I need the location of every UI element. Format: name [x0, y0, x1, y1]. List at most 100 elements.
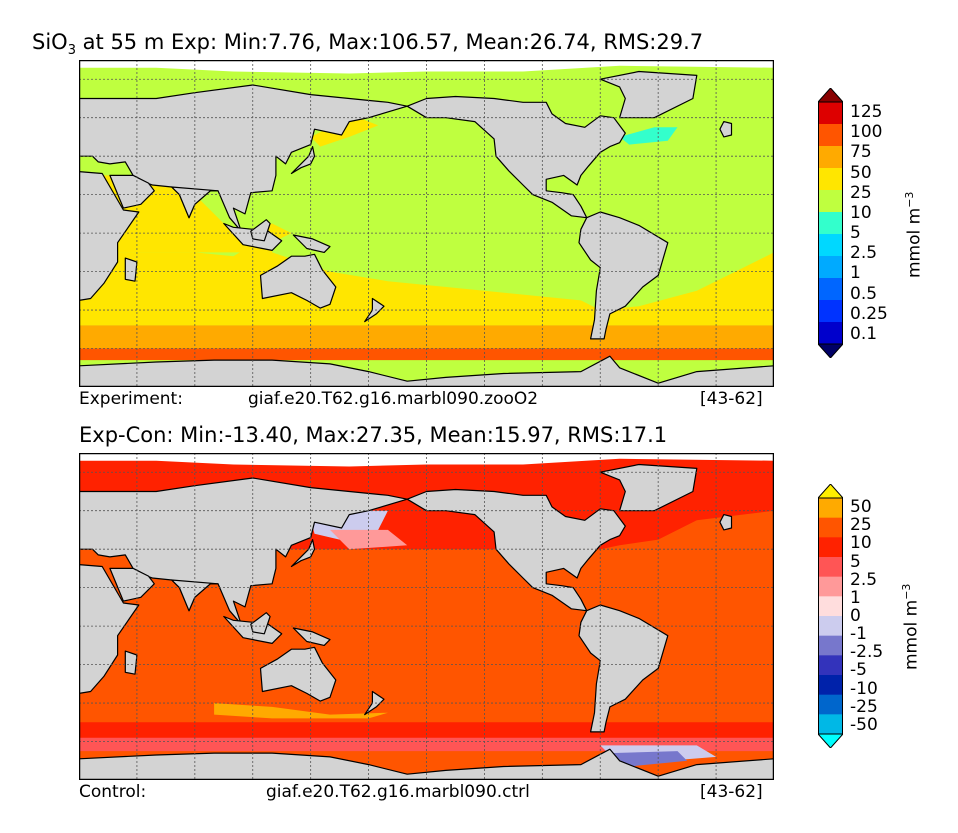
colorbar-swatch	[818, 517, 843, 538]
colorbar-tick-label: 0	[850, 606, 861, 626]
land-madagascar	[124, 650, 138, 675]
colorbar-tick-label: 0.5	[850, 283, 878, 304]
colorbar-swatch	[818, 322, 843, 345]
bottom-title: Exp-Con: Min:-13.40, Max:27.35, Mean:15.…	[79, 423, 668, 447]
colorbar-tick-label: -50	[850, 714, 878, 735]
top-caption-mid: giaf.e20.T62.g16.marbl090.zooO2	[248, 389, 539, 409]
colorbar-swatch	[818, 616, 843, 637]
colorbar-tick-label: 50	[850, 497, 872, 518]
colorbar-swatch	[818, 278, 843, 301]
colorbar-extend-max	[818, 484, 843, 499]
colorbar-tick-label: 1	[850, 587, 861, 608]
difference-colorbar-unit: mmol m−3	[900, 584, 922, 670]
colorbar-extend-min	[818, 343, 843, 358]
colorbar-swatch	[818, 655, 843, 676]
map-frame	[79, 453, 774, 780]
colorbar-tick-label: 50	[850, 162, 872, 183]
colorbar-tick-label: -10	[850, 678, 878, 699]
land-japan	[290, 538, 316, 568]
map-frame	[79, 60, 774, 387]
colorbar-tick-label: 5	[850, 223, 861, 244]
land-south-america	[578, 604, 669, 733]
top-caption-right: [43-62]	[700, 389, 763, 409]
top-title-subscript: 3	[67, 43, 76, 59]
land-uk	[719, 120, 733, 138]
land-greenland	[599, 70, 698, 119]
colorbar-tick-label: 10	[850, 533, 872, 554]
sea-ice	[79, 60, 774, 74]
land-new-guinea	[292, 234, 331, 253]
top-title-rest: at 55 m Exp: Min:7.76, Max:106.57, Mean:…	[75, 30, 704, 54]
land-arabia	[109, 567, 155, 602]
colorbar-tick-label: 10	[850, 202, 872, 223]
land-new-guinea	[292, 627, 331, 646]
colorbar-swatch	[818, 256, 843, 279]
colorbar-tick-label: -1	[850, 624, 867, 645]
colorbar-swatch	[818, 146, 843, 169]
colorbar-swatch	[818, 714, 843, 735]
experiment-colorbar-svg	[818, 88, 843, 358]
difference-colorbar	[818, 484, 843, 748]
sea-ice	[79, 453, 774, 467]
colorbar-swatch	[818, 124, 843, 147]
land-greenland	[599, 463, 698, 512]
experiment-unit-exp: −3	[903, 191, 916, 208]
colorbar-tick-label: 25	[850, 182, 872, 203]
land-north-america	[406, 488, 626, 612]
colorbar-tick-label: 125	[850, 102, 883, 123]
colorbar-extend-max	[818, 88, 843, 103]
colorbar-swatch	[818, 635, 843, 656]
colorbar-tick-label: 0.25	[850, 303, 888, 324]
colorbar-swatch	[818, 675, 843, 696]
land-new-zealand	[364, 297, 385, 323]
colorbar-tick-label: 2.5	[850, 569, 878, 590]
band-neg-weddell	[609, 751, 688, 767]
colorbar-swatch	[818, 537, 843, 558]
colorbar-tick-label: -2.5	[850, 642, 884, 663]
land-north-america	[406, 95, 626, 219]
land-africa	[79, 563, 140, 694]
colorbar-tick-label: 100	[850, 122, 883, 143]
experiment-colorbar-unit: mmol m−3	[903, 192, 925, 278]
colorbar-tick-label: 0.1	[850, 323, 878, 344]
difference-unit-exp: −3	[900, 583, 913, 600]
colorbar-swatch	[818, 576, 843, 597]
difference-map-svg	[79, 453, 774, 780]
band-5-10-labrador	[619, 127, 678, 145]
colorbar-tick-label: 75	[850, 142, 872, 163]
bottom-caption-left: Control:	[79, 782, 147, 802]
band-okhotsk-pink	[330, 529, 408, 550]
colorbar-swatch	[818, 234, 843, 257]
experiment-map-svg	[79, 60, 774, 387]
colorbar-swatch	[818, 498, 843, 519]
colorbar-swatch	[818, 694, 843, 715]
experiment-map	[79, 60, 774, 387]
colorbar-swatch	[818, 300, 843, 323]
top-caption-left: Experiment:	[79, 389, 183, 409]
colorbar-swatch	[818, 190, 843, 213]
land-south-america	[578, 211, 669, 340]
band-75-100	[79, 348, 774, 361]
land-new-zealand	[364, 690, 385, 716]
land-uk	[719, 513, 733, 531]
land-madagascar	[124, 257, 138, 282]
land-arabia	[109, 174, 155, 209]
difference-unit-text: mmol m	[901, 599, 922, 670]
land-australia	[259, 646, 337, 702]
land-australia	[259, 253, 337, 309]
experiment-unit-text: mmol m	[904, 207, 925, 278]
colorbar-tick-label: 2.5	[850, 243, 878, 264]
difference-map	[79, 453, 774, 780]
land-africa	[79, 170, 140, 301]
difference-colorbar-svg	[818, 484, 843, 748]
band-25-50-kuril	[310, 117, 379, 147]
colorbar-tick-label: -5	[850, 660, 867, 681]
colorbar-tick-label: 25	[850, 515, 872, 536]
experiment-colorbar	[818, 88, 843, 358]
colorbar-swatch	[818, 212, 843, 235]
bottom-caption-right: [43-62]	[700, 782, 763, 802]
bottom-caption-mid: giaf.e20.T62.g16.marbl090.ctrl	[266, 782, 530, 802]
colorbar-extend-min	[818, 733, 843, 748]
colorbar-swatch	[818, 168, 843, 191]
top-title-sio: SiO	[32, 30, 68, 54]
